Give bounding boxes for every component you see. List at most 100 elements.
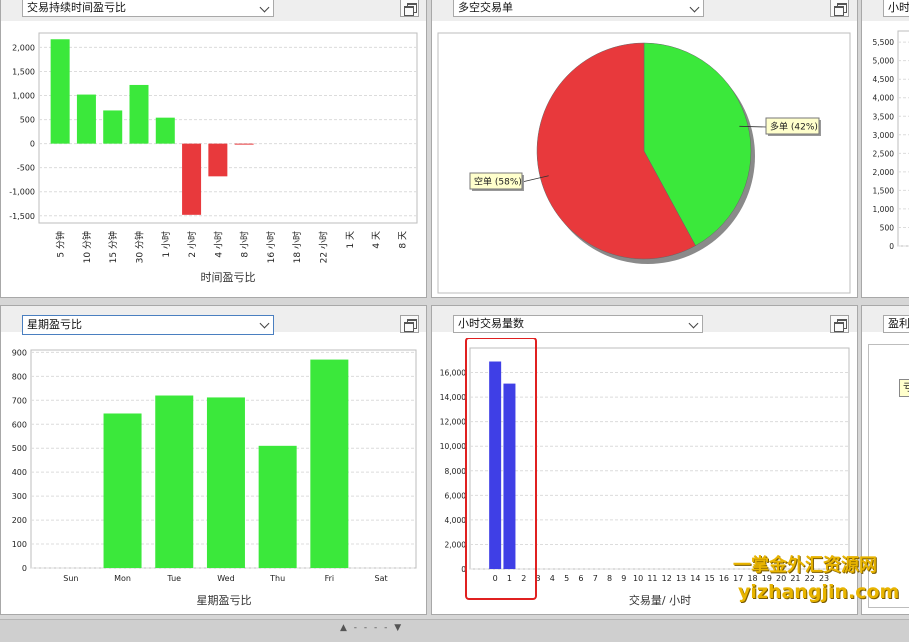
y-tick-label: 14,000: [440, 393, 466, 402]
watermark-line1: 一掌金外汇资源网: [733, 555, 877, 576]
x-tick-label: 8 小时: [239, 231, 251, 258]
chart-type-dropdown[interactable]: 交易持续时间盈亏比: [22, 0, 274, 17]
hour-volume-chart: 16,00014,00012,00010,0008,0006,0004,0002…: [440, 338, 850, 607]
maximize-button[interactable]: [400, 315, 419, 333]
label-leader: [521, 175, 549, 183]
chevron-down-icon: [259, 2, 270, 13]
y-tick-label: 900: [12, 348, 27, 357]
panel-profit-partial: 盈利 亏: [861, 305, 909, 615]
x-axis-title: 时间盈亏比: [201, 271, 256, 284]
watermark-line2: yizhangjin.com: [738, 581, 900, 603]
splitter-grip[interactable]: ▲ - - - - ▼: [340, 623, 404, 633]
slice-tooltip-partial: 亏: [899, 379, 909, 397]
x-tick-label: 17: [733, 574, 743, 583]
y-tick-label: 4,500: [873, 75, 895, 84]
bar: [206, 397, 245, 568]
x-tick-label: 30 分钟: [134, 231, 146, 263]
bar: [503, 383, 516, 569]
y-tick-label: 800: [12, 372, 27, 381]
label-box: [469, 172, 523, 190]
y-tick-label: 3,000: [873, 131, 895, 140]
panel-hour-partial: 小时 5,500 5,000 4,500 4,000 3,500 3,000 2,500 2,…: [861, 0, 909, 298]
x-tick-label: Sat: [374, 574, 387, 583]
duration-chart: 2,000 1,500 1,000 500 0 -500 -1,000 -1,500 5 分钟 1…: [9, 32, 418, 284]
y-tick-label: 1,000: [873, 205, 895, 214]
y-tick-label: 0: [461, 565, 466, 574]
dropdown-value: 星期盈亏比: [27, 318, 82, 331]
x-tick-label: 1 天: [346, 231, 356, 249]
label-leader: [739, 125, 767, 128]
x-tick-label: 13: [676, 574, 686, 583]
y-tick-label: 600: [12, 420, 27, 429]
x-tick-label: Tue: [166, 574, 181, 583]
x-tick-label: 4: [550, 574, 555, 583]
y-tick-label: 500: [20, 116, 35, 125]
y-tick-label: 400: [12, 468, 27, 477]
y-tick-label: 500: [12, 444, 27, 453]
chart-type-dropdown[interactable]: 小时交易量数: [453, 315, 703, 333]
x-tick-label: 15: [705, 574, 715, 583]
bar: [258, 445, 297, 568]
y-tick-label: 1,500: [12, 67, 35, 76]
y-tick-label: 4,000: [873, 94, 895, 103]
bar: [208, 143, 228, 177]
bar: [489, 361, 502, 569]
bar: [103, 413, 142, 568]
x-tick-label: 7: [593, 574, 598, 583]
panel-duration-pl: 交易持续时间盈亏比 2,000 1,500 1,000 500 0 -500 -1,000 -…: [0, 0, 427, 298]
y-tick-label: 2,000: [445, 540, 467, 549]
chevron-down-icon: [688, 318, 699, 329]
dropdown-value: 交易持续时间盈亏比: [27, 1, 126, 14]
slice-label: 空单 (58%): [474, 176, 522, 188]
y-tick-label: -1,500: [9, 212, 35, 221]
x-axis-title: 星期盈亏比: [197, 594, 252, 607]
highlight-box: [465, 338, 537, 600]
x-tick-label: 12: [662, 574, 672, 583]
chart-type-dropdown[interactable]: 星期盈亏比: [22, 315, 274, 335]
x-tick-label: 5 分钟: [55, 231, 67, 258]
y-tick-label: -500: [17, 164, 35, 173]
chart-frame: [868, 344, 909, 608]
x-axis-title: 交易量/ 小时: [629, 593, 691, 607]
x-tick-label: Wed: [217, 574, 234, 583]
plot-area: [897, 30, 909, 247]
y-tick-label: 300: [12, 492, 27, 501]
x-tick-label: 4 小时: [212, 231, 224, 258]
x-tick-label: 8: [607, 574, 612, 583]
x-tick-label: 1 小时: [160, 231, 172, 258]
bar: [129, 84, 149, 144]
label-box: [765, 117, 820, 135]
y-tick-label: 2,000: [12, 43, 35, 52]
y-tick-label: 8,000: [445, 467, 467, 476]
plot-area: [469, 347, 850, 570]
x-tick-label: 5: [564, 574, 569, 583]
pie-slice: [643, 42, 752, 246]
x-tick-label: 2: [521, 574, 526, 583]
x-tick-label: 6: [578, 574, 583, 583]
dropdown-value: 盈利: [888, 317, 909, 330]
maximize-button[interactable]: [400, 0, 419, 17]
x-tick-label: 22: [805, 574, 815, 583]
y-tick-label: 1,500: [873, 186, 895, 195]
x-tick-label: 9: [621, 574, 626, 583]
x-tick-label: 2 小时: [186, 231, 198, 258]
y-tick-label: 0: [22, 564, 27, 573]
panel-hour-volume: 小时交易量数 16,000 14,000 12,000 10,000 8,000 6,00…: [431, 305, 858, 615]
longshort-pie-chart: 多单 (42%) 空单 (58%): [437, 32, 851, 294]
chart-type-dropdown[interactable]: 盈利: [883, 315, 909, 333]
x-tick-label: Fri: [325, 574, 335, 583]
x-tick-label: 16 小时: [265, 231, 277, 263]
y-tick-label: -1,000: [9, 188, 35, 197]
dropdown-value: 多空交易单: [458, 1, 513, 14]
maximize-button[interactable]: [830, 0, 849, 17]
x-tick-label: 8 天: [398, 231, 408, 249]
chart-type-dropdown[interactable]: 小时: [883, 0, 909, 17]
x-tick-label: 4 天: [372, 231, 382, 249]
x-tick-label: 16: [719, 574, 729, 583]
x-tick-label: 10 分钟: [81, 231, 93, 263]
maximize-button[interactable]: [830, 315, 849, 333]
y-tick-label: 5,000: [873, 57, 895, 66]
weekday-chart: 900 800 700 600 500 400 300 200 100 0 Sun Mon Tue Wed…: [12, 348, 417, 607]
y-tick-label: 16,000: [440, 369, 466, 378]
chart-type-dropdown[interactable]: 多空交易单: [453, 0, 704, 17]
